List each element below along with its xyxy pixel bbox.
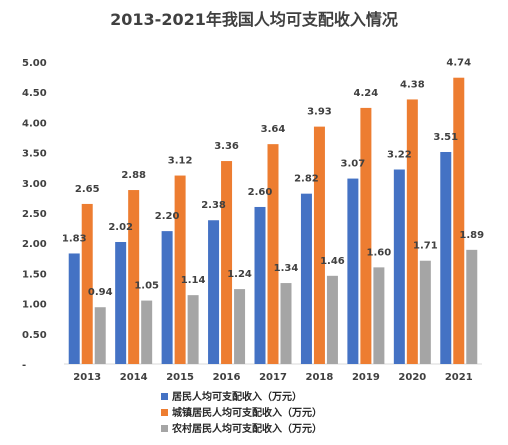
x-tick-label: 2014 bbox=[120, 372, 148, 383]
bar-2017-series-2 bbox=[267, 144, 279, 364]
x-tick-label: 2017 bbox=[259, 372, 287, 383]
bar-2013-series-3 bbox=[94, 307, 106, 364]
bar-2015-series-1 bbox=[161, 231, 173, 364]
data-label-group: 1.83 2.65 0.94 2.02 2.88 1.05 2.20 3.12 1.14 2.38… bbox=[62, 58, 484, 299]
y-tick-label: 1.50 bbox=[22, 269, 47, 280]
y-axis: - 0.50 1.00 1.50 2.00 2.50 3.00 3.50 4.00 4.50 5.0… bbox=[22, 58, 47, 371]
bar-2018-series-1 bbox=[300, 193, 312, 364]
y-tick-label: 1.00 bbox=[22, 300, 47, 311]
legend-label: 城镇居民人均可支配收入（万元） bbox=[172, 406, 322, 419]
legend-swatch bbox=[161, 409, 168, 416]
legend-label: 农村居民人均可支配收入（万元） bbox=[171, 422, 322, 435]
y-tick-label: - bbox=[22, 360, 26, 371]
legend-label: 居民人均可支配收入（万元） bbox=[172, 390, 302, 403]
bar-2015-series-3 bbox=[187, 295, 199, 364]
bar-series-group bbox=[68, 77, 478, 365]
data-label: 3.93 bbox=[307, 107, 332, 118]
y-tick-label: 3.00 bbox=[22, 179, 47, 190]
bar-2020-series-3 bbox=[419, 260, 431, 364]
data-label: 2.38 bbox=[201, 200, 226, 211]
data-label: 3.51 bbox=[433, 132, 458, 143]
x-tick-label: 2019 bbox=[352, 372, 380, 383]
bar-2019-series-3 bbox=[373, 267, 385, 364]
data-label: 1.05 bbox=[134, 281, 159, 292]
x-tick-label: 2013 bbox=[73, 372, 101, 383]
bar-2018-series-2 bbox=[313, 126, 325, 365]
data-label: 1.24 bbox=[227, 269, 252, 280]
y-tick-label: 2.50 bbox=[22, 209, 47, 220]
y-tick-label: 5.00 bbox=[22, 58, 47, 69]
y-tick-label: 2.00 bbox=[22, 239, 47, 250]
data-label: 1.89 bbox=[459, 230, 484, 241]
data-label: 2.02 bbox=[108, 222, 133, 233]
legend-swatch bbox=[161, 393, 168, 400]
y-tick-label: 4.50 bbox=[22, 88, 47, 99]
bar-2019-series-1 bbox=[347, 178, 359, 364]
y-tick-label: 4.00 bbox=[22, 118, 47, 129]
y-tick-label: 3.50 bbox=[22, 149, 47, 160]
x-axis: 2013 2014 2015 2016 2017 2018 2019 2020 2021 bbox=[64, 363, 482, 383]
legend-swatch bbox=[161, 425, 168, 432]
bar-2021-series-1 bbox=[440, 151, 452, 364]
data-label: 3.07 bbox=[341, 159, 366, 170]
bar-2018-series-3 bbox=[326, 275, 338, 364]
bar-2013-series-2 bbox=[81, 203, 93, 364]
data-label: 1.71 bbox=[413, 241, 438, 252]
bar-2021-series-3 bbox=[466, 249, 478, 364]
bar-2016-series-3 bbox=[234, 289, 246, 364]
data-label: 3.36 bbox=[214, 141, 239, 152]
chart-title: 2013-2021年我国人均可支配收入情况 bbox=[110, 10, 398, 29]
data-label: 3.22 bbox=[387, 150, 412, 161]
bar-2013-series-1 bbox=[68, 253, 80, 364]
x-tick-label: 2018 bbox=[306, 372, 334, 383]
bar-2019-series-2 bbox=[360, 107, 372, 365]
data-label: 4.74 bbox=[446, 58, 471, 69]
data-label: 0.94 bbox=[88, 287, 113, 298]
data-label: 1.83 bbox=[62, 233, 87, 244]
data-label: 4.24 bbox=[354, 88, 379, 99]
y-tick-label: 0.50 bbox=[22, 330, 47, 341]
bar-2016-series-2 bbox=[221, 161, 233, 364]
data-label: 1.34 bbox=[274, 263, 299, 274]
data-label: 1.60 bbox=[367, 247, 392, 258]
bar-2015-series-2 bbox=[174, 175, 186, 364]
data-label: 3.64 bbox=[261, 124, 286, 135]
bar-2014-series-2 bbox=[128, 190, 140, 364]
data-label: 1.14 bbox=[181, 275, 206, 286]
bar-2014-series-1 bbox=[115, 241, 127, 364]
bar-2021-series-2 bbox=[453, 77, 465, 364]
bar-2014-series-3 bbox=[141, 300, 153, 364]
x-tick-label: 2020 bbox=[398, 372, 426, 383]
data-label: 1.46 bbox=[320, 256, 345, 267]
data-label: 4.38 bbox=[400, 79, 425, 90]
x-tick-label: 2021 bbox=[445, 372, 473, 383]
data-label: 2.65 bbox=[75, 184, 100, 195]
data-label: 3.12 bbox=[168, 156, 193, 167]
legend: 居民人均可支配收入（万元） 城镇居民人均可支配收入（万元） 农村居民人均可支配收入（… bbox=[161, 390, 322, 435]
data-label: 2.60 bbox=[248, 187, 273, 198]
bar-2017-series-3 bbox=[280, 283, 292, 364]
x-tick-label: 2015 bbox=[166, 372, 194, 383]
data-label: 2.88 bbox=[121, 170, 146, 181]
data-label: 2.20 bbox=[155, 211, 180, 222]
bar-2020-series-2 bbox=[406, 99, 418, 364]
bar-2017-series-1 bbox=[254, 206, 266, 364]
x-tick-label: 2016 bbox=[213, 372, 241, 383]
bar-2016-series-1 bbox=[208, 220, 220, 364]
data-label: 2.82 bbox=[294, 174, 319, 185]
bar-2020-series-1 bbox=[393, 169, 405, 364]
